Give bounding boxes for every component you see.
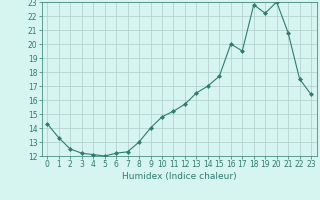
- X-axis label: Humidex (Indice chaleur): Humidex (Indice chaleur): [122, 172, 236, 181]
